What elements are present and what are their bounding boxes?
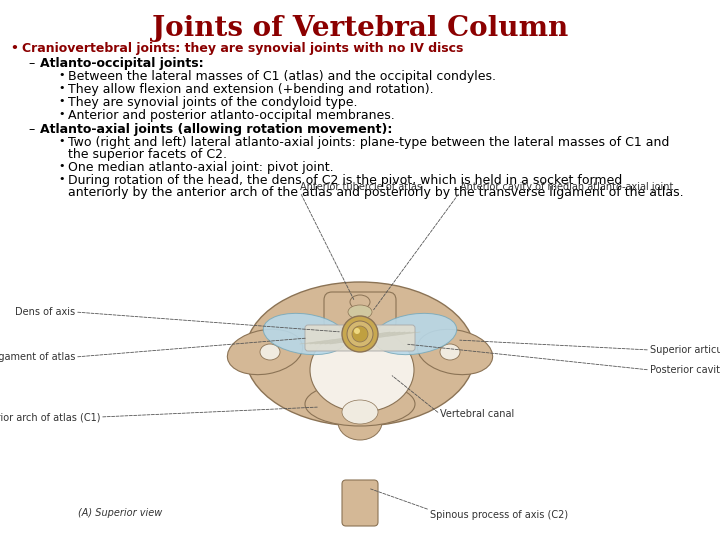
Text: They are synovial joints of the condyloid type.: They are synovial joints of the condyloi… — [68, 96, 358, 109]
Ellipse shape — [310, 328, 414, 412]
Ellipse shape — [354, 328, 360, 334]
Ellipse shape — [418, 329, 492, 375]
Text: •: • — [58, 96, 65, 106]
FancyBboxPatch shape — [342, 480, 378, 526]
Ellipse shape — [260, 344, 280, 360]
Ellipse shape — [348, 305, 372, 319]
Text: •: • — [58, 136, 65, 146]
Text: anteriorly by the anterior arch of the atlas and posteriorly by the transverse l: anteriorly by the anterior arch of the a… — [68, 186, 683, 199]
Text: Between the lateral masses of C1 (atlas) and the occipital condyles.: Between the lateral masses of C1 (atlas)… — [68, 70, 496, 83]
Ellipse shape — [338, 404, 382, 440]
Ellipse shape — [342, 400, 378, 424]
Ellipse shape — [440, 344, 460, 360]
Text: During rotation of the head, the dens of C2 is the pivot, which is held in a soc: During rotation of the head, the dens of… — [68, 174, 622, 187]
Text: –: – — [28, 123, 35, 136]
Ellipse shape — [373, 313, 456, 355]
Text: Atlanto-occipital joints:: Atlanto-occipital joints: — [40, 57, 204, 70]
Text: Vertebral canal: Vertebral canal — [440, 409, 514, 419]
FancyBboxPatch shape — [324, 292, 396, 330]
Ellipse shape — [305, 382, 415, 426]
Text: (A) Superior view: (A) Superior view — [78, 508, 162, 518]
Text: •: • — [58, 70, 65, 80]
Text: –: – — [28, 57, 35, 70]
Text: Joints of Vertebral Column: Joints of Vertebral Column — [152, 15, 568, 42]
Text: •: • — [10, 42, 18, 55]
Ellipse shape — [352, 326, 368, 342]
Text: They allow flexion and extension (+bending and rotation).: They allow flexion and extension (+bendi… — [68, 83, 433, 96]
Text: Anterior tubercle of atlas: Anterior tubercle of atlas — [300, 182, 422, 192]
Text: the superior facets of C2.: the superior facets of C2. — [68, 148, 227, 161]
Text: Atlanto-axial joints (allowing rotation movement):: Atlanto-axial joints (allowing rotation … — [40, 123, 392, 136]
Text: Anterior cavity of median atlanto-axial joint: Anterior cavity of median atlanto-axial … — [460, 182, 673, 192]
Ellipse shape — [228, 329, 302, 375]
Ellipse shape — [347, 321, 373, 347]
Text: •: • — [58, 161, 65, 171]
Text: Superior articular facet of atlas: Superior articular facet of atlas — [650, 345, 720, 355]
Text: Posterior cavity of median atlanto-axial joint: Posterior cavity of median atlanto-axial… — [650, 365, 720, 375]
Text: Craniovertebral joints: they are synovial joints with no IV discs: Craniovertebral joints: they are synovia… — [22, 42, 464, 55]
Text: Two (right and left) lateral atlanto-axial joints: plane-type between the latera: Two (right and left) lateral atlanto-axi… — [68, 136, 670, 149]
Ellipse shape — [264, 313, 347, 355]
Ellipse shape — [350, 295, 370, 309]
Text: Anterior and posterior atlanto-occipital membranes.: Anterior and posterior atlanto-occipital… — [68, 109, 395, 122]
Text: •: • — [58, 83, 65, 93]
Text: Transverse ligament of atlas: Transverse ligament of atlas — [0, 352, 75, 362]
Text: Dens of axis: Dens of axis — [15, 307, 75, 317]
Ellipse shape — [245, 282, 475, 426]
Text: Spinous process of axis (C2): Spinous process of axis (C2) — [430, 510, 568, 520]
FancyBboxPatch shape — [305, 325, 415, 351]
Text: Posterior arch of atlas (C1): Posterior arch of atlas (C1) — [0, 412, 100, 422]
Text: •: • — [58, 109, 65, 119]
Text: •: • — [58, 174, 65, 184]
Ellipse shape — [342, 316, 378, 352]
Text: One median atlanto-axial joint: pivot joint.: One median atlanto-axial joint: pivot jo… — [68, 161, 333, 174]
